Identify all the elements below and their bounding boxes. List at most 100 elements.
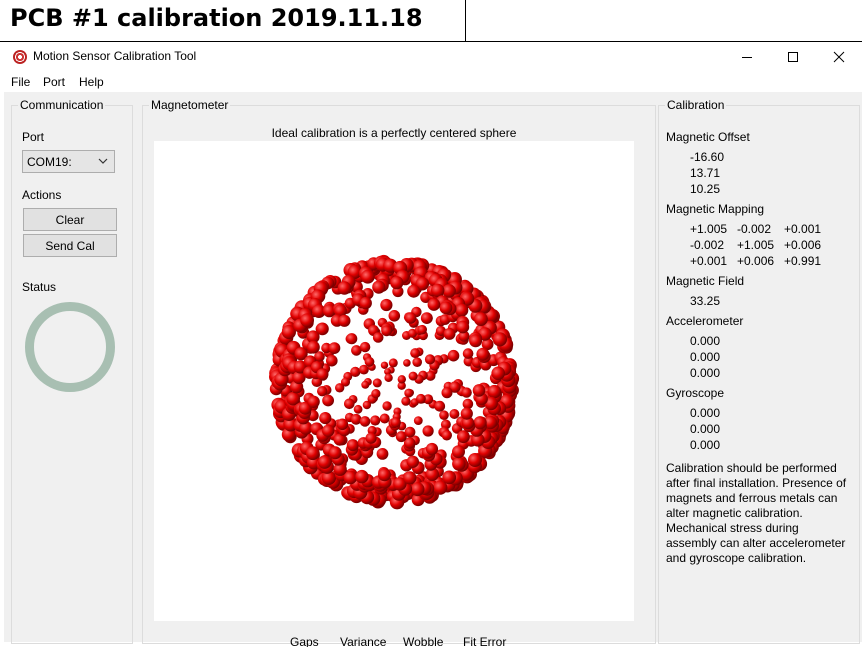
sphere-point: [346, 439, 359, 452]
magnetic-field-label: Magnetic Field: [666, 274, 745, 288]
sphere-point: [359, 296, 372, 310]
sphere-point: [452, 457, 466, 471]
menu-file[interactable]: File: [11, 75, 31, 89]
sphere-point: [316, 368, 329, 381]
sphere-point: [393, 477, 407, 491]
sphere-point: [469, 334, 483, 348]
menu-port[interactable]: Port: [43, 75, 66, 89]
mapping-cell: +1.005: [737, 238, 775, 252]
quality-metrics: Gaps Variance Wobble Fit Error: [154, 635, 634, 647]
sphere-point: [281, 324, 296, 340]
sphere-point: [379, 413, 390, 424]
sphere-point: [395, 431, 407, 443]
sphere-point: [294, 347, 308, 361]
sphere-point: [378, 468, 391, 482]
sphere-point: [460, 407, 473, 420]
sphere-point: [305, 446, 320, 461]
sphere-point: [434, 400, 446, 412]
sphere-point: [462, 398, 474, 410]
sphere-point: [474, 312, 488, 326]
sphere-point-cloud: [269, 254, 520, 510]
sphere-point: [351, 345, 362, 356]
sphere-point: [403, 359, 411, 367]
sphere-point: [473, 416, 487, 430]
calibration-title: Calibration: [665, 98, 727, 112]
minimize-button[interactable]: [724, 42, 770, 72]
accel-y: 0.000: [690, 350, 721, 364]
sphere-point: [492, 332, 507, 347]
title-bar[interactable]: Motion Sensor Calibration Tool: [4, 42, 862, 72]
magnetometer-plot[interactable]: [154, 141, 634, 621]
sphere-point: [461, 387, 472, 398]
magnetic-offset-label: Magnetic Offset: [666, 130, 750, 144]
sphere-point: [483, 415, 498, 430]
sphere-point: [447, 349, 460, 362]
sphere-point: [439, 301, 453, 315]
sphere-point: [425, 370, 436, 381]
sphere-point: [322, 424, 335, 437]
port-label: Port: [22, 130, 45, 144]
sphere-point: [484, 396, 498, 411]
menu-help[interactable]: Help: [79, 75, 104, 89]
sphere-point: [292, 370, 306, 385]
sphere-point: [425, 442, 439, 456]
sphere-point: [372, 378, 382, 388]
sphere-point: [299, 421, 313, 435]
caption-underline: [0, 41, 862, 42]
actions-label: Actions: [22, 188, 62, 202]
sphere-point: [408, 371, 418, 381]
port-select[interactable]: COM19:: [22, 150, 115, 173]
sphere-point: [388, 358, 398, 368]
sphere-point: [403, 471, 417, 485]
variance-label: Variance: [340, 635, 387, 647]
sphere-point: [338, 314, 351, 327]
sphere-point: [333, 433, 346, 446]
sphere-point: [442, 284, 456, 298]
app-icon: [13, 50, 27, 64]
maximize-button[interactable]: [770, 42, 816, 72]
sphere-point: [406, 455, 419, 468]
sphere-point: [307, 340, 320, 354]
sphere-point: [344, 398, 355, 410]
sphere-point: [300, 313, 314, 328]
sphere-point: [372, 280, 386, 294]
accel-x: 0.000: [690, 334, 721, 348]
sphere-point: [317, 386, 328, 397]
fit-error-label: Fit Error: [463, 635, 507, 647]
sphere-point: [417, 324, 428, 335]
sphere-point: [456, 320, 470, 334]
offset-x: -16.60: [690, 150, 725, 164]
sphere-point: [382, 401, 392, 411]
sphere-point: [449, 409, 460, 419]
sphere-point: [286, 391, 300, 406]
gyro-x: 0.000: [690, 406, 721, 420]
magnetic-mapping-label: Magnetic Mapping: [666, 202, 765, 216]
sphere-point: [321, 342, 332, 354]
sphere-point: [404, 312, 417, 324]
sphere-point: [333, 462, 347, 476]
sphere-point: [316, 322, 329, 336]
sphere-point: [433, 480, 448, 495]
close-button[interactable]: [816, 42, 862, 72]
sphere-point: [424, 354, 436, 365]
sphere-point: [384, 368, 392, 376]
sphere-point: [350, 413, 362, 425]
wobble-label: Wobble: [403, 635, 444, 647]
sphere-point: [439, 410, 449, 421]
sphere-point: [425, 467, 439, 481]
sphere-point: [397, 375, 406, 384]
sphere-point: [407, 284, 421, 298]
sphere-point: [404, 437, 416, 449]
sphere-point: [468, 453, 482, 467]
sphere-point: [423, 394, 434, 405]
sphere-point: [481, 338, 494, 351]
sphere-point: [407, 328, 418, 338]
sphere-point: [365, 432, 377, 444]
send-cal-button[interactable]: Send Cal: [23, 234, 117, 257]
sphere-point: [359, 416, 371, 427]
sphere-point: [404, 388, 414, 398]
offset-y: 13.71: [690, 166, 721, 180]
screenshot-caption: PCB #1 calibration 2019.11.18: [10, 4, 423, 32]
clear-button[interactable]: Clear: [23, 208, 117, 231]
sphere-point: [461, 416, 475, 430]
